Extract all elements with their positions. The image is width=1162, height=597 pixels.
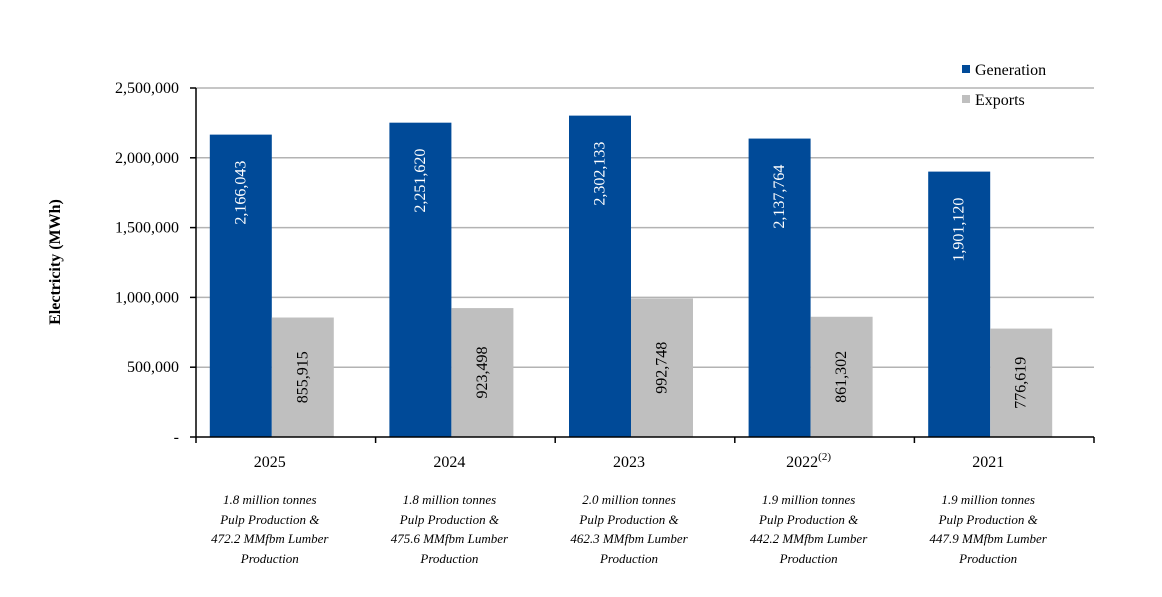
annotation-line: Production xyxy=(599,550,658,566)
y-tick-label: 1,000,000 xyxy=(115,289,179,306)
x-tick-labels: 2025 2024 2023 2022(2) 2021 xyxy=(254,451,1004,471)
x-tick-label: 2025 xyxy=(254,454,286,471)
legend: Generation Exports xyxy=(962,62,1046,109)
bar-generation xyxy=(209,134,272,437)
x-tick-label: 2023 xyxy=(613,454,645,471)
data-label-generation: 2,251,620 xyxy=(412,149,429,213)
data-label-exports: 992,748 xyxy=(654,342,671,394)
category-annotation: 1.8 million tonnes Pulp Production & 475.6… xyxy=(359,490,539,568)
bar-exports xyxy=(990,328,1053,437)
annotation-line: 2.0 million tonnes xyxy=(582,492,676,507)
annotation-line: Pulp Production & xyxy=(938,511,1038,527)
bar-exports xyxy=(271,317,334,437)
data-label-exports: 776,619 xyxy=(1013,357,1030,409)
annotation-line: Production xyxy=(420,550,479,566)
bar-exports xyxy=(810,316,873,437)
annotation-line: 475.6 MMfbm Lumber xyxy=(390,531,509,546)
y-tick-label: 1,500,000 xyxy=(115,220,179,237)
data-label-generation: 2,166,043 xyxy=(232,161,249,225)
annotation-line: Production xyxy=(959,550,1018,566)
annotation-line: Pulp Production & xyxy=(579,511,679,527)
y-axis-title: Electricity (MWh) xyxy=(47,199,64,325)
category-annotation: 2.0 million tonnes Pulp Production & 462.3… xyxy=(539,490,719,568)
bar-generation xyxy=(569,115,631,438)
data-label-exports: 923,498 xyxy=(474,347,491,399)
annotation-line: 447.9 MMfbm Lumber xyxy=(929,531,1047,546)
annotation-line: 462.3 MMfbm Lumber xyxy=(570,531,688,546)
legend-label: Generation xyxy=(975,62,1046,79)
annotation-line: 1.9 million tonnes xyxy=(941,492,1035,507)
category-annotation: 1.8 million tonnes Pulp Production & 472.2… xyxy=(180,490,360,568)
data-label-generation: 2,137,764 xyxy=(771,165,788,229)
bar-exports xyxy=(631,298,693,437)
annotation-line: 442.2 MMfbm Lumber xyxy=(749,531,868,546)
x-tick-superscript: (2) xyxy=(818,451,831,463)
annotation-line: Production xyxy=(240,550,299,566)
y-tick-labels: - 500,000 1,000,000 1,500,000 2,000,000 2,500… xyxy=(115,80,179,446)
data-label-generation: 2,302,133 xyxy=(592,142,609,206)
legend-swatch xyxy=(962,95,970,103)
legend-swatch xyxy=(962,65,970,73)
data-label-generation: 1,901,120 xyxy=(951,198,968,262)
category-annotation: 1.9 million tonnes Pulp Production & 442.2… xyxy=(719,490,899,568)
y-tick-label: 2,500,000 xyxy=(115,80,179,97)
category-annotation: 1.9 million tonnes Pulp Production & 447.9… xyxy=(898,490,1078,568)
data-label-exports: 855,915 xyxy=(294,351,311,403)
bar-generation xyxy=(748,138,811,437)
bar-exports xyxy=(451,308,514,437)
bars: 2,166,043 855,915 2,251,620 923,498 2,302,13… xyxy=(209,115,1053,438)
annotation-line: Pulp Production & xyxy=(759,511,859,527)
axes xyxy=(190,87,1095,443)
y-tick-label: 500,000 xyxy=(127,359,179,376)
annotation-line: Pulp Production & xyxy=(399,511,499,527)
y-tick-label: 2,000,000 xyxy=(115,150,179,167)
annotation-line: Pulp Production & xyxy=(220,511,320,527)
annotation-line: 1.8 million tonnes xyxy=(402,492,497,507)
annotation-line: 1.9 million tonnes xyxy=(761,492,856,507)
x-tick-label: 2021 xyxy=(972,454,1004,471)
x-tick-label: 2022(2) xyxy=(786,451,831,471)
bar-generation xyxy=(389,122,452,437)
bar-generation xyxy=(928,171,991,438)
y-tick-label: - xyxy=(174,429,179,446)
annotation-line: Production xyxy=(779,550,838,566)
legend-label: Exports xyxy=(975,92,1025,109)
data-label-exports: 861,302 xyxy=(833,351,850,403)
annotation-line: 472.2 MMfbm Lumber xyxy=(211,531,329,546)
x-tick-label: 2024 xyxy=(433,454,465,471)
annotation-line: 1.8 million tonnes xyxy=(223,492,317,507)
